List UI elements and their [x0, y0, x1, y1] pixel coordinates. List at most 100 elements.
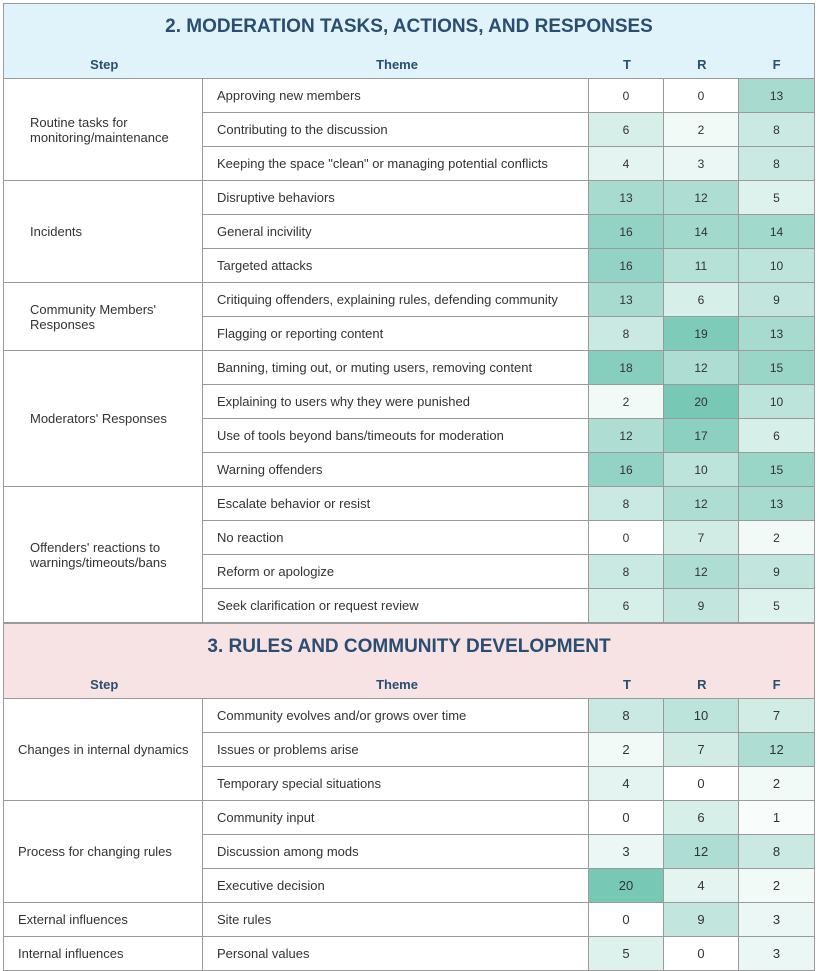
theme-cell: Personal values: [203, 937, 589, 970]
step-group: Incidents Disruptive behaviors 13 12 5 Genera…: [4, 181, 814, 283]
theme-rows: Banning, timing out, or muting users, re…: [203, 351, 814, 486]
count-cell-r: 12: [664, 555, 739, 588]
count-cell-f: 1: [739, 801, 814, 834]
step-group: Internal influences Personal values 5 0 3: [4, 937, 814, 971]
count-cell-t: 3: [589, 835, 664, 868]
theme-rows: Escalate behavior or resist 8 12 13 No react…: [203, 487, 814, 622]
theme-cell: Warning offenders: [203, 453, 589, 486]
count-cell-t: 4: [589, 147, 664, 180]
count-cell-r: 3: [664, 147, 739, 180]
count-cell-f: 10: [739, 385, 814, 418]
column-header-t: T: [622, 676, 631, 692]
theme-cell: General incivility: [203, 215, 589, 248]
theme-cell: Approving new members: [203, 79, 589, 112]
count-cell-f: 8: [739, 147, 814, 180]
theme-rows: Disruptive behaviors 13 12 5 General incivil…: [203, 181, 814, 282]
count-cell-t: 8: [589, 699, 664, 732]
section-title: 3. RULES AND COMMUNITY DEVELOPMENT: [4, 624, 814, 670]
count-cell-t: 16: [589, 215, 664, 248]
table-row: Issues or problems arise 2 7 12: [203, 733, 814, 767]
table-row: Personal values 5 0 3: [203, 937, 814, 970]
count-cell-t: 6: [589, 589, 664, 622]
count-cell-f: 2: [739, 869, 814, 902]
theme-cell: Issues or problems arise: [203, 733, 589, 766]
column-header-step: Step: [90, 56, 119, 72]
table-row: No reaction 0 7 2: [203, 521, 814, 555]
count-cell-t: 0: [589, 801, 664, 834]
table-row: Discussion among mods 3 12 8: [203, 835, 814, 869]
count-cell-r: 2: [664, 113, 739, 146]
step-group: Offenders' reactions to warnings/timeout…: [4, 487, 814, 623]
theme-cell: Use of tools beyond bans/timeouts for mo…: [203, 419, 589, 452]
count-cell-r: 10: [664, 453, 739, 486]
count-cell-f: 9: [739, 555, 814, 588]
count-cell-f: 6: [739, 419, 814, 452]
step-group: Routine tasks for monitoring/maintenance…: [4, 79, 814, 181]
column-header-r: R: [697, 56, 707, 72]
count-cell-f: 15: [739, 453, 814, 486]
count-cell-f: 12: [739, 733, 814, 766]
count-cell-t: 8: [589, 555, 664, 588]
count-cell-r: 12: [664, 351, 739, 384]
count-cell-f: 13: [739, 317, 814, 350]
theme-cell: Banning, timing out, or muting users, re…: [203, 351, 589, 384]
count-cell-t: 2: [589, 733, 664, 766]
theme-cell: Executive decision: [203, 869, 589, 902]
table-row: Banning, timing out, or muting users, re…: [203, 351, 814, 385]
count-cell-r: 6: [664, 283, 739, 316]
count-cell-f: 3: [739, 937, 814, 970]
theme-cell: Reform or apologize: [203, 555, 589, 588]
count-cell-t: 5: [589, 937, 664, 970]
count-cell-r: 0: [664, 79, 739, 112]
count-cell-t: 8: [589, 487, 664, 520]
step-group: Changes in internal dynamics Community ev…: [4, 699, 814, 801]
count-cell-f: 8: [739, 835, 814, 868]
count-cell-t: 12: [589, 419, 664, 452]
table-row: Explaining to users why they were punish…: [203, 385, 814, 419]
theme-cell: Contributing to the discussion: [203, 113, 589, 146]
theme-cell: Escalate behavior or resist: [203, 487, 589, 520]
table-row: Warning offenders 16 10 15: [203, 453, 814, 486]
theme-rows: Community input 0 6 1 Discussion among mods 3…: [203, 801, 814, 902]
theme-cell: Targeted attacks: [203, 249, 589, 282]
count-cell-f: 5: [739, 589, 814, 622]
count-cell-f: 13: [739, 79, 814, 112]
column-header-theme: Theme: [376, 56, 418, 72]
count-cell-f: 15: [739, 351, 814, 384]
table-row: Disruptive behaviors 13 12 5: [203, 181, 814, 215]
count-cell-r: 0: [664, 937, 739, 970]
count-cell-r: 7: [664, 521, 739, 554]
count-cell-f: 7: [739, 699, 814, 732]
theme-rows: Approving new members 0 0 13 Contributing to…: [203, 79, 814, 180]
section-moderation: 2. MODERATION TASKS, ACTIONS, AND RESPON…: [3, 3, 815, 623]
column-header-f: F: [772, 56, 781, 72]
theme-cell: Critiquing offenders, explaining rules, …: [203, 283, 589, 316]
count-cell-r: 9: [664, 903, 739, 936]
count-cell-r: 19: [664, 317, 739, 350]
step-cell: Incidents: [4, 181, 203, 282]
column-header-row: Step Theme T R F: [4, 670, 814, 699]
count-cell-t: 13: [589, 283, 664, 316]
table-row: Targeted attacks 16 11 10: [203, 249, 814, 282]
table-row: Flagging or reporting content 8 19 13: [203, 317, 814, 350]
theme-rows: Site rules 0 9 3: [203, 903, 814, 936]
theme-cell: Community input: [203, 801, 589, 834]
step-cell: Changes in internal dynamics: [4, 699, 203, 800]
count-cell-f: 14: [739, 215, 814, 248]
step-cell: Process for changing rules: [4, 801, 203, 902]
step-group: Moderators' Responses Banning, timing out…: [4, 351, 814, 487]
count-cell-r: 7: [664, 733, 739, 766]
count-cell-f: 9: [739, 283, 814, 316]
theme-cell: Disruptive behaviors: [203, 181, 589, 214]
table-row: General incivility 16 14 14: [203, 215, 814, 249]
count-cell-t: 20: [589, 869, 664, 902]
count-cell-r: 14: [664, 215, 739, 248]
table-row: Site rules 0 9 3: [203, 903, 814, 936]
count-cell-r: 10: [664, 699, 739, 732]
step-cell: Internal influences: [4, 937, 203, 970]
step-cell: Offenders' reactions to warnings/timeout…: [4, 487, 203, 622]
count-cell-r: 20: [664, 385, 739, 418]
count-cell-r: 12: [664, 181, 739, 214]
table-row: Executive decision 20 4 2: [203, 869, 814, 902]
count-cell-f: 2: [739, 521, 814, 554]
